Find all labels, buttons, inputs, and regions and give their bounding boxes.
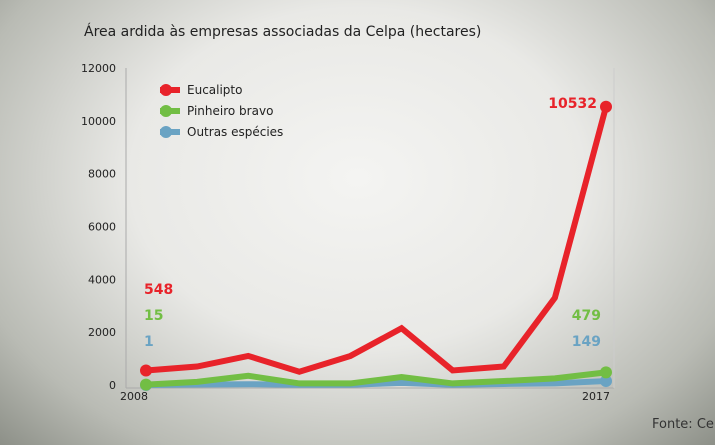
data-label: 15	[144, 308, 163, 324]
data-label: 479	[572, 308, 601, 324]
data-point	[140, 364, 152, 377]
legend-marker	[160, 126, 172, 138]
y-tick-label: 8000	[88, 168, 116, 181]
legend-marker	[160, 84, 172, 96]
y-tick-label: 2000	[88, 326, 116, 339]
source-note: Fonte: Cel	[652, 417, 715, 432]
data-label: 10532	[548, 96, 597, 112]
legend-label: Pinheiro bravo	[187, 104, 273, 118]
data-point	[600, 100, 612, 113]
data-point	[600, 366, 612, 379]
y-tick-label: 10000	[81, 115, 116, 128]
series-line-outras-espécies	[145, 378, 607, 388]
data-point	[140, 378, 152, 391]
series-line-pinheiro-bravo	[145, 369, 607, 388]
y-tick-label: 6000	[88, 221, 116, 234]
legend-label: Outras espécies	[187, 125, 283, 139]
legend-label: Eucalipto	[187, 83, 242, 97]
chart-title: Área ardida às empresas associadas da Ce…	[84, 24, 482, 40]
data-point	[600, 375, 612, 388]
legend-marker	[160, 105, 172, 117]
data-label: 149	[572, 334, 601, 350]
data-label: 548	[144, 282, 173, 298]
x-tick-label: 2017	[582, 390, 610, 403]
y-tick-label: 12000	[81, 62, 116, 75]
y-tick-label: 0	[109, 379, 116, 392]
x-tick-label: 2008	[120, 390, 148, 403]
y-tick-label: 4000	[88, 273, 116, 286]
data-label: 1	[144, 334, 154, 350]
series-line-eucalipto	[145, 106, 609, 375]
